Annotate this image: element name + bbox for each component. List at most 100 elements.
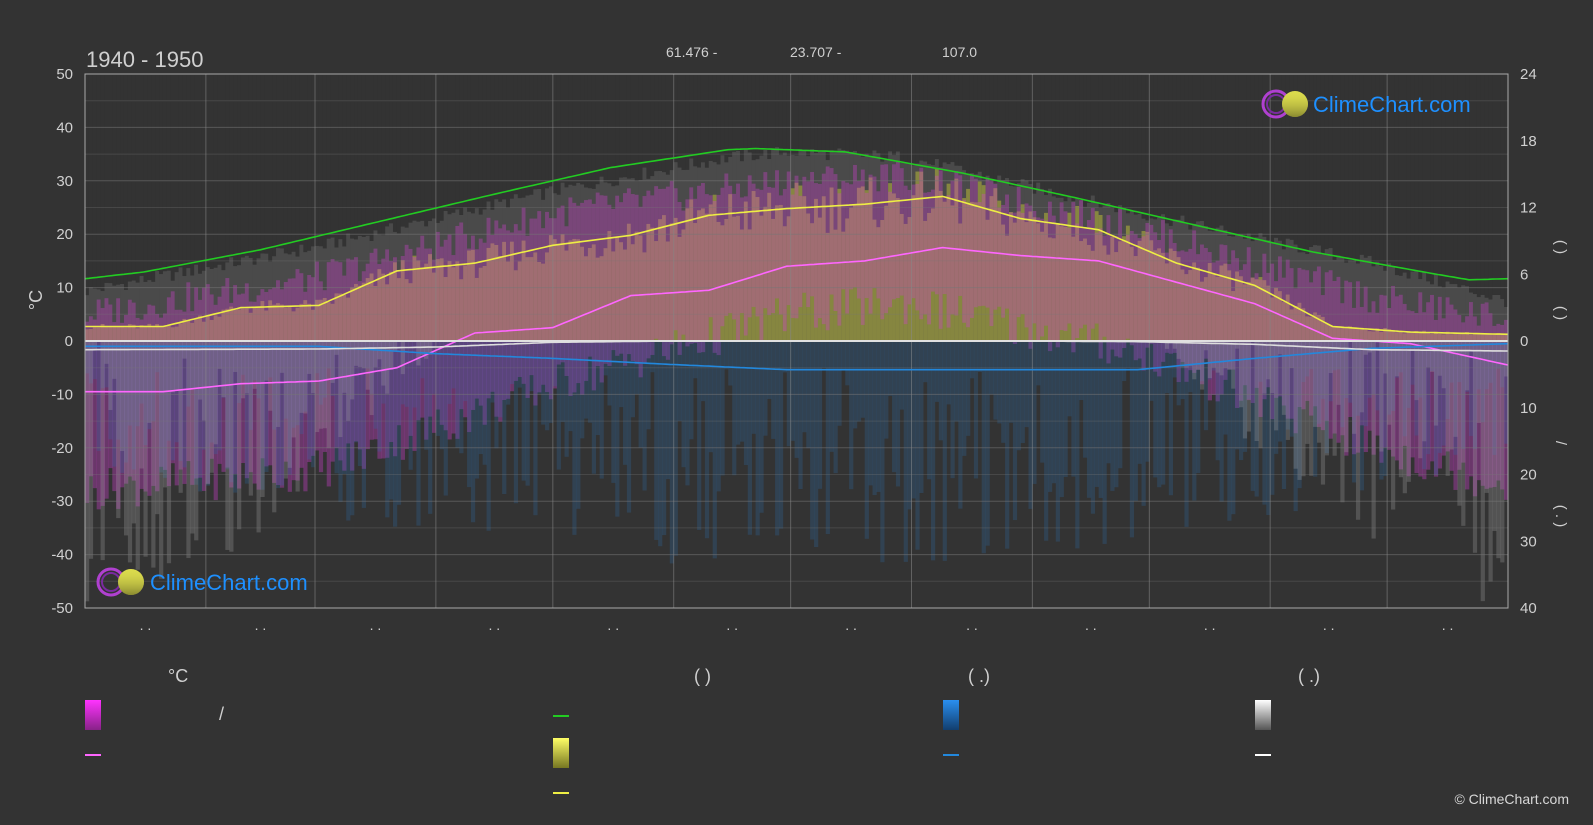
temp-range-bar (1008, 212, 1014, 341)
sunshine-bar (1188, 270, 1193, 341)
temp-range-bar (580, 202, 585, 395)
temp-range-bar (291, 278, 296, 481)
temp-range-bar (1114, 235, 1119, 357)
sunshine-bar (1504, 333, 1509, 341)
sunshine-bar (350, 287, 355, 341)
snow-bar (248, 341, 253, 496)
snow-bar (198, 341, 203, 400)
temp-range-bar (201, 287, 207, 491)
rain-bar (1316, 341, 1322, 424)
legend-temp-range-swatch (85, 700, 101, 730)
temp-range-bar (1262, 253, 1267, 400)
daylight-bar (1375, 261, 1380, 341)
snow-bar (178, 341, 183, 493)
daylight-bar (135, 282, 140, 341)
sunshine-bar (716, 221, 721, 341)
daylight-bar (1391, 266, 1396, 341)
temp-range-bar (326, 262, 331, 487)
sunshine-bar (1359, 327, 1365, 341)
sunshine-bar (240, 308, 246, 341)
snow-bar (354, 341, 359, 366)
temp-range-bar (966, 204, 971, 328)
temp-range-bar (506, 230, 511, 399)
temp-range-bar (240, 293, 246, 463)
rain-bar (194, 341, 199, 485)
rain-bar (1161, 341, 1166, 485)
sunshine-bar (104, 326, 109, 341)
daylight-bar (1476, 297, 1482, 341)
temp-range-bar (1161, 220, 1166, 362)
sunshine-bar (334, 293, 339, 341)
sunshine-bar (521, 240, 526, 341)
temp-range-bar (927, 192, 932, 325)
sunshine-bar (1422, 330, 1427, 341)
daylight-bar (1277, 240, 1283, 341)
sunshine-bar (1402, 333, 1407, 341)
temp-range-bar (155, 314, 160, 492)
daylight-bar (1480, 294, 1485, 341)
rain-bar (895, 341, 901, 487)
sunshine-bar (607, 231, 612, 341)
rain-bar (708, 341, 713, 453)
sunshine-bar (1449, 334, 1454, 341)
sunshine-bar (357, 285, 363, 341)
rain-bar (104, 341, 109, 388)
sunshine-bar (1102, 245, 1107, 341)
temp-range-bar (190, 311, 195, 485)
temp-range-bar (1324, 272, 1329, 421)
daylight-bar (225, 262, 230, 341)
sunshine-bar (135, 328, 140, 341)
sunshine-bar (1352, 328, 1357, 341)
rain-bar (424, 341, 429, 450)
sunshine-bar (1363, 330, 1368, 341)
snow-bar (1472, 341, 1478, 553)
temp-range-bar (677, 201, 682, 355)
rain-bar (1157, 341, 1162, 488)
rain-bar (919, 341, 924, 494)
rain-bar (1332, 341, 1337, 371)
sunshine-bar (771, 218, 776, 341)
temp-range-bar (330, 259, 335, 462)
rain-bar (1355, 341, 1361, 416)
svg-text:( . ): ( . ) (1552, 505, 1569, 528)
sunshine-bar (1472, 333, 1478, 341)
temp-range-bar (478, 238, 483, 406)
sunshine-bar (108, 326, 113, 341)
sunshine-bar (915, 171, 920, 341)
sunshine-bar (213, 315, 218, 341)
rain-bar (416, 341, 421, 526)
sunshine-bar (1161, 252, 1166, 341)
sunshine-bar (1192, 262, 1197, 341)
brand-logo-bottom: ClimeChart.com (96, 567, 308, 597)
temp-range-bar (96, 299, 101, 510)
daylight-bar (240, 257, 246, 341)
sunshine-bar (533, 252, 538, 341)
rain-bar (1301, 341, 1306, 383)
rain-bar (108, 341, 113, 440)
rain-bar (1352, 341, 1357, 483)
snow-bar (209, 341, 214, 473)
rain-bar (276, 341, 281, 489)
rain-bar (911, 341, 916, 499)
rain-bar (1391, 341, 1396, 411)
sunshine-bar (190, 322, 195, 341)
temp-range-bar (295, 269, 300, 481)
sunshine-bar (392, 262, 398, 341)
rain-bar (704, 341, 710, 539)
temp-range-bar (556, 208, 561, 365)
legend-temp-title: °C (168, 666, 188, 686)
temp-range-bar (837, 193, 842, 326)
rain-bar (1379, 341, 1384, 480)
sunshine-bar (1266, 285, 1271, 341)
rain-bar (385, 341, 390, 518)
sunshine-bar (474, 277, 480, 341)
sunshine-bar (1164, 263, 1170, 341)
daylight-bar (198, 273, 203, 341)
sunshine-bar (802, 196, 807, 341)
temp-range-bar (311, 277, 316, 456)
temp-range-bar (642, 196, 647, 364)
snow-bar (311, 341, 316, 394)
temp-range-bar (1083, 227, 1088, 325)
snow-bar (1355, 341, 1361, 520)
y-tick-right-bottom: 10 (1520, 400, 1537, 417)
